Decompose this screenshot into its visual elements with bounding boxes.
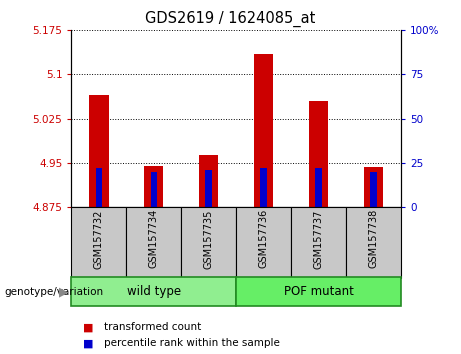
Bar <box>309 101 328 207</box>
Bar <box>254 54 273 207</box>
Text: percentile rank within the sample: percentile rank within the sample <box>104 338 280 348</box>
Text: GSM157738: GSM157738 <box>369 209 378 268</box>
Text: genotype/variation: genotype/variation <box>5 287 104 297</box>
Bar <box>71 207 126 278</box>
Bar <box>346 207 401 278</box>
Text: GSM157736: GSM157736 <box>259 209 269 268</box>
Bar <box>364 167 383 207</box>
Bar <box>95 168 102 207</box>
Text: GSM157732: GSM157732 <box>94 209 104 269</box>
Bar <box>315 168 322 207</box>
Text: POF mutant: POF mutant <box>284 285 354 298</box>
Text: ■: ■ <box>83 322 94 332</box>
Text: GDS2619 / 1624085_at: GDS2619 / 1624085_at <box>145 11 316 27</box>
Bar <box>89 95 108 207</box>
Text: wild type: wild type <box>127 285 181 298</box>
Text: GSM157737: GSM157737 <box>313 209 324 269</box>
Bar <box>71 277 236 306</box>
Text: GSM157734: GSM157734 <box>149 209 159 268</box>
Text: transformed count: transformed count <box>104 322 201 332</box>
Bar <box>151 172 157 207</box>
Text: ■: ■ <box>83 338 94 348</box>
Bar <box>370 172 377 207</box>
Bar <box>199 155 219 207</box>
Bar <box>260 168 267 207</box>
Bar <box>236 207 291 278</box>
Bar <box>206 170 212 207</box>
Bar <box>126 207 181 278</box>
Bar <box>236 277 401 306</box>
Text: ▶: ▶ <box>59 286 68 298</box>
Bar <box>144 166 164 207</box>
Bar <box>181 207 236 278</box>
Bar <box>291 207 346 278</box>
Text: GSM157735: GSM157735 <box>204 209 214 269</box>
